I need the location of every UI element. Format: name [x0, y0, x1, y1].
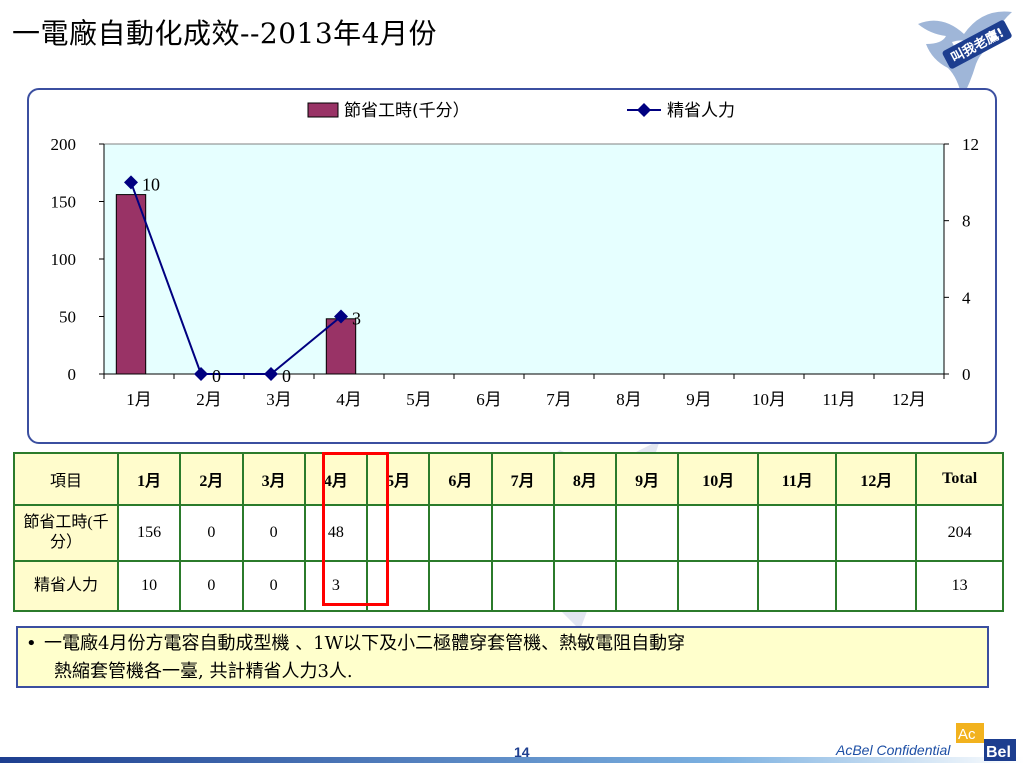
legend-bar-label: 節省工時(千分） [344, 101, 470, 121]
line-marker [334, 309, 348, 324]
table-cell: 0 [179, 560, 244, 612]
table-cell [614, 504, 680, 562]
page-title: 一電廠自動化成效--2013年4月份 [12, 17, 437, 50]
x-tick-label: 4月 [336, 390, 362, 409]
chart-panel: 0 50 100 150 200 0 4 8 12 1月 2月 3月 4月 5月 6月 7月 8月 9月 10月 11… [27, 88, 997, 444]
data-label: 0 [212, 366, 221, 386]
table-header-row: 項目 1月 2月 3月 4月 5月 6月 7月 8月 9月 10月 11月 12月 Total [13, 452, 1004, 506]
acbel-logo: Ac Bel [956, 723, 1016, 761]
x-tick-label: 5月 [406, 390, 432, 409]
table-header-cell: 8月 [552, 452, 618, 506]
y-left-tick-label: 0 [68, 365, 77, 384]
x-tick-label: 12月 [892, 390, 926, 409]
data-table: 項目 1月 2月 3月 4月 5月 6月 7月 8月 9月 10月 11月 12月 Total 節省工時(… [13, 452, 1004, 612]
x-tick-label: 8月 [616, 390, 642, 409]
table-header-cell: Total [915, 452, 1004, 506]
table-header-cell: 4月 [303, 452, 369, 506]
x-tick-label: 9月 [686, 390, 712, 409]
eagle-logo: 叫我老鷹! [918, 11, 1012, 98]
plot-area [103, 143, 945, 375]
table-cell [757, 504, 838, 562]
x-tick-label: 6月 [476, 390, 502, 409]
table-cell [835, 504, 918, 562]
table-header-item: 項目 [13, 452, 119, 506]
data-label: 0 [282, 366, 291, 386]
y-right-tick-label: 12 [962, 135, 979, 154]
table-row-label: 精省人力 [13, 560, 119, 612]
table-cell: 13 [915, 560, 1004, 612]
x-tick-label: 11月 [822, 390, 855, 409]
table-cell: 3 [303, 560, 369, 612]
x-tick-label: 10月 [752, 390, 786, 409]
table-row-label: 節省工時(千分） [13, 504, 119, 562]
data-label: 3 [352, 309, 361, 329]
table-cell [552, 560, 618, 612]
x-tick-label: 7月 [546, 390, 572, 409]
table-cell [365, 504, 431, 562]
x-tick-label: 2月 [196, 390, 222, 409]
table-header-cell: 5月 [365, 452, 431, 506]
note-line-2: 熱縮套管機各一臺, 共計精省人力3人. [54, 661, 353, 682]
bar [115, 194, 147, 375]
y-left-tick-label: 100 [51, 250, 77, 269]
y-right-tick-label: 8 [962, 212, 971, 231]
table-row: 精省人力 10 0 0 3 13 [13, 560, 1004, 612]
table-header-cell: 11月 [757, 452, 838, 506]
line-marker [194, 367, 208, 381]
table-cell: 0 [179, 504, 244, 562]
x-tick-label: 1月 [126, 390, 152, 409]
table-cell: 0 [241, 560, 306, 612]
line-marker [124, 175, 138, 190]
page-number: 14 [514, 744, 530, 760]
y-left-tick-label: 200 [51, 135, 77, 154]
table-cell [677, 560, 760, 612]
table-cell [552, 504, 618, 562]
table-row: 節省工時(千分） 156 0 0 48 204 [13, 504, 1004, 562]
table-cell: 48 [303, 504, 369, 562]
table-cell [365, 560, 431, 612]
table-header-cell: 12月 [835, 452, 918, 506]
table-cell [835, 560, 918, 612]
y-left-tick-label: 50 [59, 308, 76, 327]
table-cell [490, 560, 555, 612]
confidential-label: AcBel Confidential [836, 742, 951, 758]
legend: 節省工時(千分） 精省人力 [307, 101, 735, 121]
legend-line-marker [637, 103, 651, 117]
table-cell: 10 [116, 560, 182, 612]
legend-bar-swatch [307, 102, 339, 118]
note-line-1: 一電廠4月份方電容自動成型機 、1W以下及小二極體穿套管機、熱敏電阻自動穿 [44, 633, 686, 654]
y-left-tick-label: 150 [51, 193, 77, 212]
data-label: 10 [142, 174, 160, 194]
summary-note: • 一電廠4月份方電容自動成型機 、1W以下及小二極體穿套管機、熱敏電阻自動穿 熱… [16, 626, 989, 688]
logo-ac: Ac [958, 726, 976, 743]
y-right-tick-label: 0 [962, 365, 971, 384]
series-line [130, 181, 342, 375]
line-marker [264, 367, 278, 381]
table-header-cell: 3月 [241, 452, 306, 506]
y-right-tick-label: 4 [962, 288, 971, 307]
table-cell [677, 504, 760, 562]
x-tick-label: 3月 [266, 390, 292, 409]
table-header-cell: 6月 [428, 452, 493, 506]
table-cell [428, 560, 493, 612]
bar [325, 318, 357, 375]
logo-bel: Bel [986, 744, 1011, 761]
table-cell [490, 504, 555, 562]
table-cell: 156 [116, 504, 182, 562]
table-cell [757, 560, 838, 612]
table-cell: 0 [241, 504, 306, 562]
bullet: • [26, 633, 37, 654]
table-header-cell: 10月 [677, 452, 760, 506]
table-cell [428, 504, 493, 562]
legend-line-label: 精省人力 [667, 101, 735, 121]
table-cell [614, 560, 680, 612]
table-header-cell: 7月 [490, 452, 555, 506]
table-header-cell: 1月 [116, 452, 182, 506]
table-cell: 204 [915, 504, 1004, 562]
footer-rule [0, 757, 1024, 763]
table-header-cell: 9月 [614, 452, 680, 506]
table-header-cell: 2月 [179, 452, 244, 506]
